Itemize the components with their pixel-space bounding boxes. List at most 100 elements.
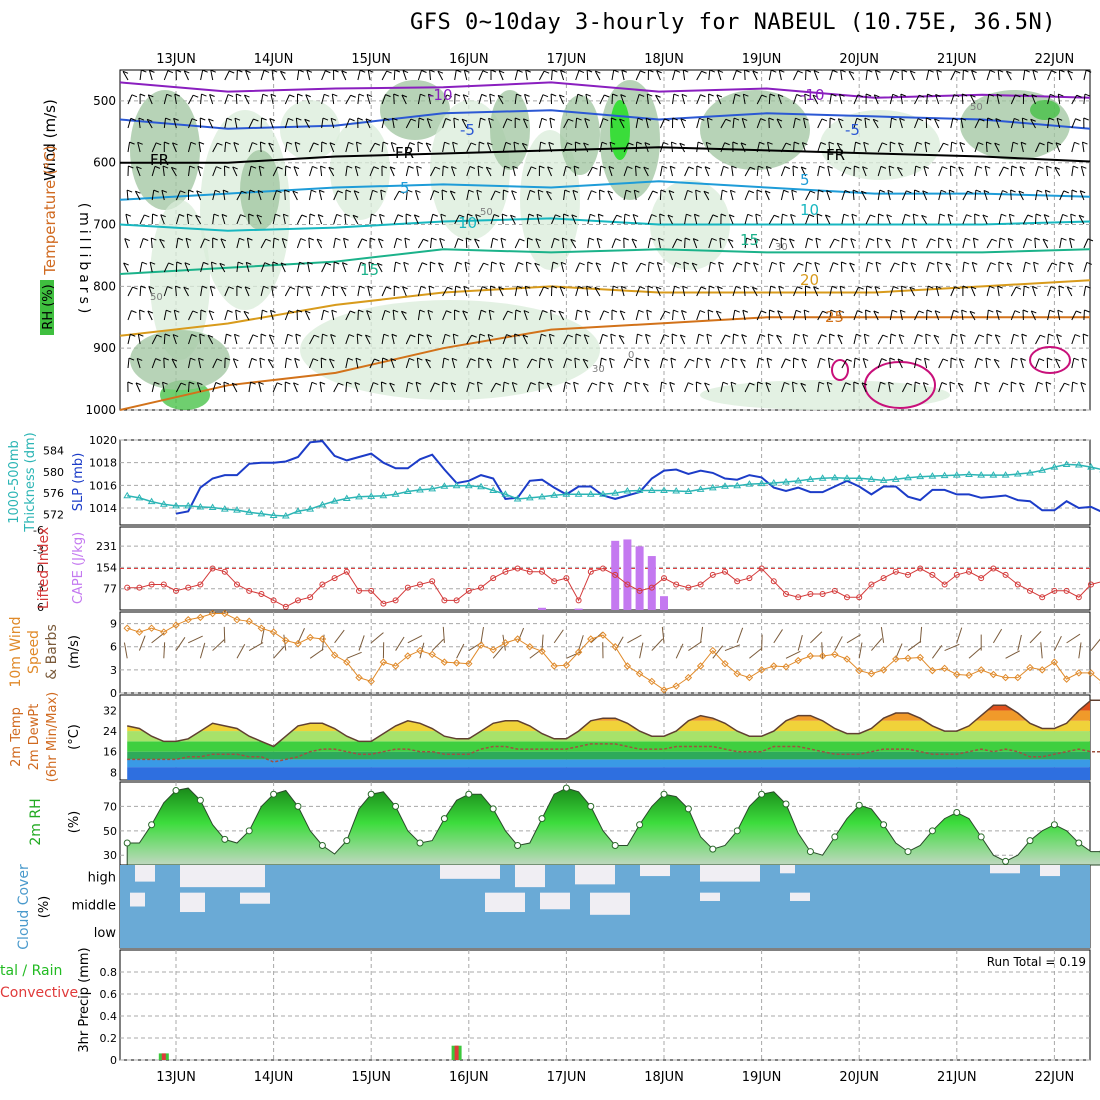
wind-barb [993, 359, 1000, 369]
wind-barb [780, 190, 785, 201]
wind-barb [791, 190, 794, 201]
wind-barb-flag [382, 357, 388, 361]
slp-tick: 1020 [89, 434, 117, 447]
wind-barb-flag [646, 309, 652, 313]
wind-speed-marker [904, 654, 912, 662]
wind-barb-flag [801, 166, 807, 170]
wind-barb [863, 334, 867, 345]
wind-barb-flag [466, 237, 472, 241]
wind-barb [236, 190, 243, 201]
temp-line [127, 699, 1100, 748]
wind-barb [924, 358, 928, 369]
wind-barb [401, 311, 407, 321]
wind-barb-flag [881, 142, 888, 146]
thickness-marker [977, 471, 986, 478]
wind-barb-flag [366, 93, 373, 97]
wind-barb-flag [995, 118, 1001, 122]
wind-barb [219, 263, 226, 273]
wind-barb-flag [453, 333, 459, 337]
wind-speed-marker [1050, 658, 1059, 666]
wind-barb-flag [531, 166, 537, 170]
wind-barb [449, 190, 456, 201]
li-marker [490, 575, 497, 582]
thickness-marker [757, 479, 766, 487]
wind-barb-flag [522, 334, 529, 338]
wind-barb [872, 119, 879, 129]
wind-barb-flag [130, 117, 136, 121]
contour-label: 15 [360, 261, 379, 279]
wind-barb-flag [849, 262, 855, 266]
wind-barb-10m [931, 645, 943, 659]
wind-barb-flag [490, 285, 496, 289]
wind-barb [1083, 286, 1087, 297]
wind-barb [860, 190, 867, 201]
wind-barb-flag [777, 94, 784, 98]
wind-barb-flag [263, 285, 269, 289]
wind-speed-marker [404, 652, 412, 660]
wind-barb [526, 358, 533, 369]
wind-barb [778, 286, 782, 297]
wind-barb-flag [703, 190, 710, 194]
wind-barb-flag [516, 93, 522, 97]
wind-barb-10m [968, 647, 982, 659]
contour-label: 20 [800, 271, 819, 289]
wind-barb-flag [620, 94, 626, 98]
wind-barb [793, 94, 798, 105]
wind-barb-flag [201, 285, 208, 289]
wind-barb [267, 359, 274, 369]
li-marker [453, 597, 460, 604]
wind-barb-flag [1067, 70, 1073, 74]
wind-barb-10m [880, 626, 885, 643]
wind-barb [380, 381, 383, 393]
wind-barb-10m [187, 635, 203, 644]
wind-barb-flag [755, 213, 761, 217]
wind-barb [926, 286, 929, 297]
wind-barb [756, 310, 762, 321]
wind-barb [572, 190, 577, 201]
wind-barb [381, 357, 384, 369]
wind-barb [655, 95, 661, 105]
wind-barb [538, 70, 545, 81]
wind-barb [257, 190, 262, 201]
wind-barb-flag [172, 334, 179, 338]
day-label-top: 19JUN [742, 52, 782, 67]
wind-barb-10m [1029, 631, 1042, 644]
temperature-contour [120, 146, 1091, 164]
wind-barb [1019, 382, 1024, 393]
wind-barb-flag [865, 93, 872, 97]
wind-barb-10m [431, 638, 444, 651]
wind-speed-marker [867, 670, 876, 678]
wind-barb-flag [760, 118, 766, 122]
rh-shading [700, 380, 950, 410]
wind-barb-flag [874, 94, 880, 98]
wind-barb [345, 381, 348, 393]
wind-barb-flag [929, 261, 935, 265]
wind-barb-flag [988, 93, 995, 97]
wind-barb-flag [180, 382, 187, 386]
wind-barb-flag [647, 285, 654, 289]
wind-barb [163, 94, 168, 105]
wind-barb [184, 262, 189, 273]
wind-barb-flag [313, 142, 319, 146]
wind-barb-flag [268, 358, 274, 362]
wind-barb-flag [875, 69, 881, 73]
wind-barb [962, 262, 965, 273]
wind-barb [667, 214, 673, 225]
wind-barb [148, 286, 153, 297]
wind-barb-flag [454, 309, 460, 313]
wind-barb [744, 238, 747, 249]
rh-shading [700, 90, 810, 170]
wind-barb [499, 262, 504, 273]
thickness-marker [440, 482, 449, 489]
thickness-axis-label-1: 1000-500mb [7, 440, 22, 524]
wind-barb-flag [687, 189, 693, 193]
wind-barb-flag [280, 262, 287, 266]
wind-barb [583, 334, 589, 345]
cloud-axis-label: Cloud Cover [16, 864, 32, 950]
wind-barb-flag [790, 213, 796, 217]
thickness-marker [489, 486, 498, 493]
wind-barb-flag [276, 382, 283, 386]
wind-barb-flag [443, 357, 450, 361]
wind-barb-flag [268, 142, 274, 146]
wind-barb [134, 190, 141, 201]
